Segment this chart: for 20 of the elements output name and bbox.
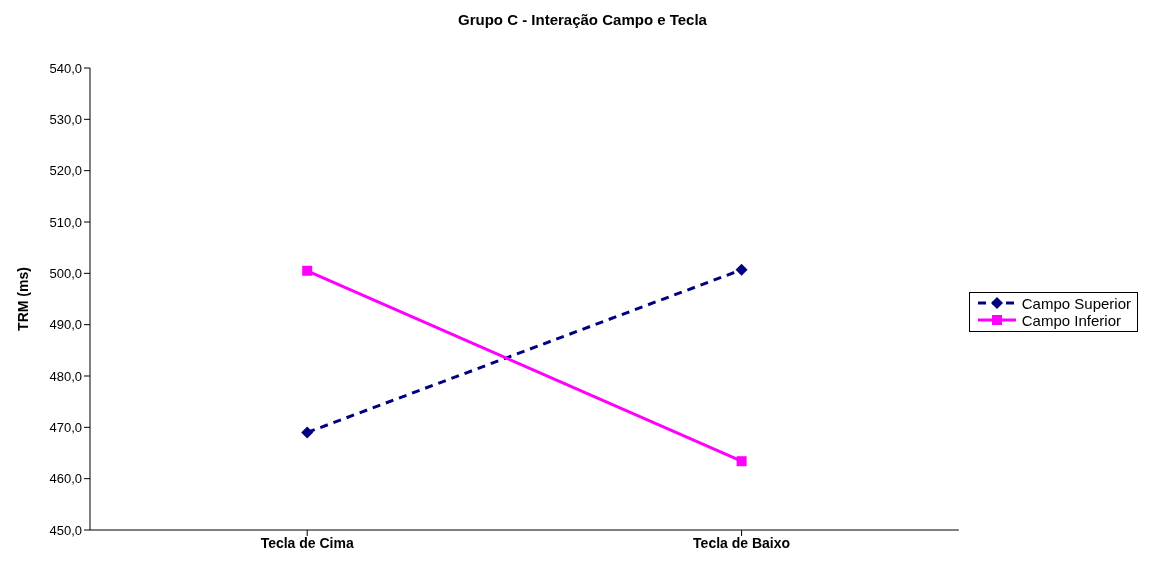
- y-tick-label: 480,0: [49, 368, 82, 384]
- point: [301, 426, 314, 439]
- y-tick-label: 520,0: [49, 163, 82, 179]
- legend-label: Campo Superior: [1021, 294, 1131, 312]
- y-tick-label: 540,0: [49, 60, 82, 76]
- y-axis-title: TRM (ms): [14, 267, 31, 331]
- y-tick-label: 490,0: [49, 317, 82, 333]
- y-tick-label: 510,0: [49, 214, 82, 230]
- y-tick-label: 450,0: [49, 522, 82, 538]
- x-tick-label: Tecla de Baixo: [693, 534, 791, 551]
- y-tick-label: 460,0: [49, 471, 82, 487]
- point: [736, 456, 747, 467]
- x-tick-label: Tecla de Cima: [260, 534, 354, 551]
- point: [302, 265, 313, 276]
- y-tick-label: 500,0: [49, 265, 82, 281]
- point: [735, 263, 748, 276]
- y-tick-label: 530,0: [49, 111, 82, 127]
- chart-title: Grupo C - Interação Campo e Tecla: [457, 10, 708, 30]
- y-tick-label: 470,0: [49, 419, 82, 435]
- legend-label: Campo Inferior: [1021, 311, 1121, 329]
